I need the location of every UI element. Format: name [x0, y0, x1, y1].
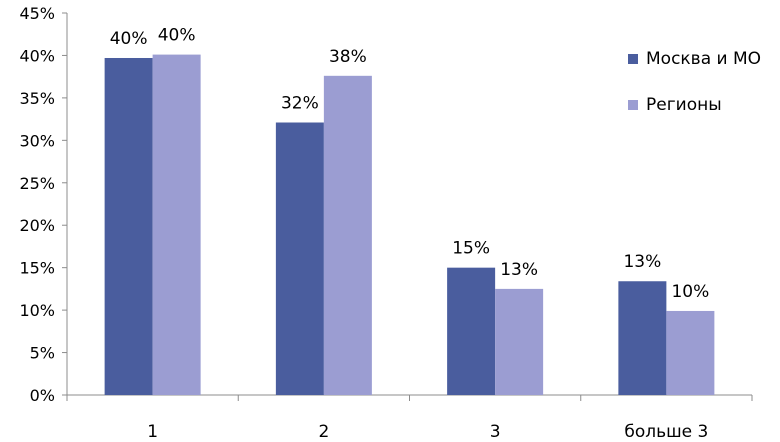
x-tick-label: 2: [318, 422, 329, 442]
y-tick-label: 5%: [30, 344, 55, 363]
y-tick-label: 35%: [19, 89, 55, 108]
bar: [323, 75, 372, 395]
y-tick-label: 30%: [19, 131, 55, 150]
data-label: 32%: [281, 94, 319, 114]
y-tick-label: 40%: [19, 46, 55, 65]
legend: Москва и МО Регионы: [628, 48, 778, 140]
data-label: 10%: [671, 282, 709, 302]
x-tick-label: больше 3: [624, 422, 708, 442]
data-label: 13%: [623, 252, 661, 272]
legend-label-moscow: Москва и МО: [646, 49, 762, 69]
data-label: 15%: [452, 239, 490, 259]
data-label: 38%: [329, 47, 367, 67]
bar: [447, 267, 496, 395]
legend-item-moscow: Москва и МО: [628, 48, 778, 70]
data-label: 40%: [110, 29, 148, 49]
legend-label-regions: Регионы: [646, 95, 722, 115]
x-tick-label: 3: [490, 422, 501, 442]
bar: [104, 57, 153, 395]
y-tick-label: 45%: [19, 4, 55, 23]
data-label: 13%: [500, 260, 538, 280]
legend-swatch-regions: [628, 100, 638, 110]
bar: [275, 122, 324, 396]
bar: [495, 288, 544, 395]
data-label: 40%: [158, 26, 196, 46]
bar: [618, 281, 667, 395]
y-tick-label: 15%: [19, 259, 55, 278]
legend-item-regions: Регионы: [628, 94, 778, 116]
y-tick-label: 20%: [19, 216, 55, 235]
y-tick-label: 10%: [19, 301, 55, 320]
bar: [152, 54, 201, 396]
y-tick-label: 25%: [19, 174, 55, 193]
legend-swatch-moscow: [628, 54, 638, 64]
y-tick-label: 0%: [30, 386, 55, 405]
x-tick-label: 1: [147, 422, 158, 442]
bar: [666, 310, 715, 395]
